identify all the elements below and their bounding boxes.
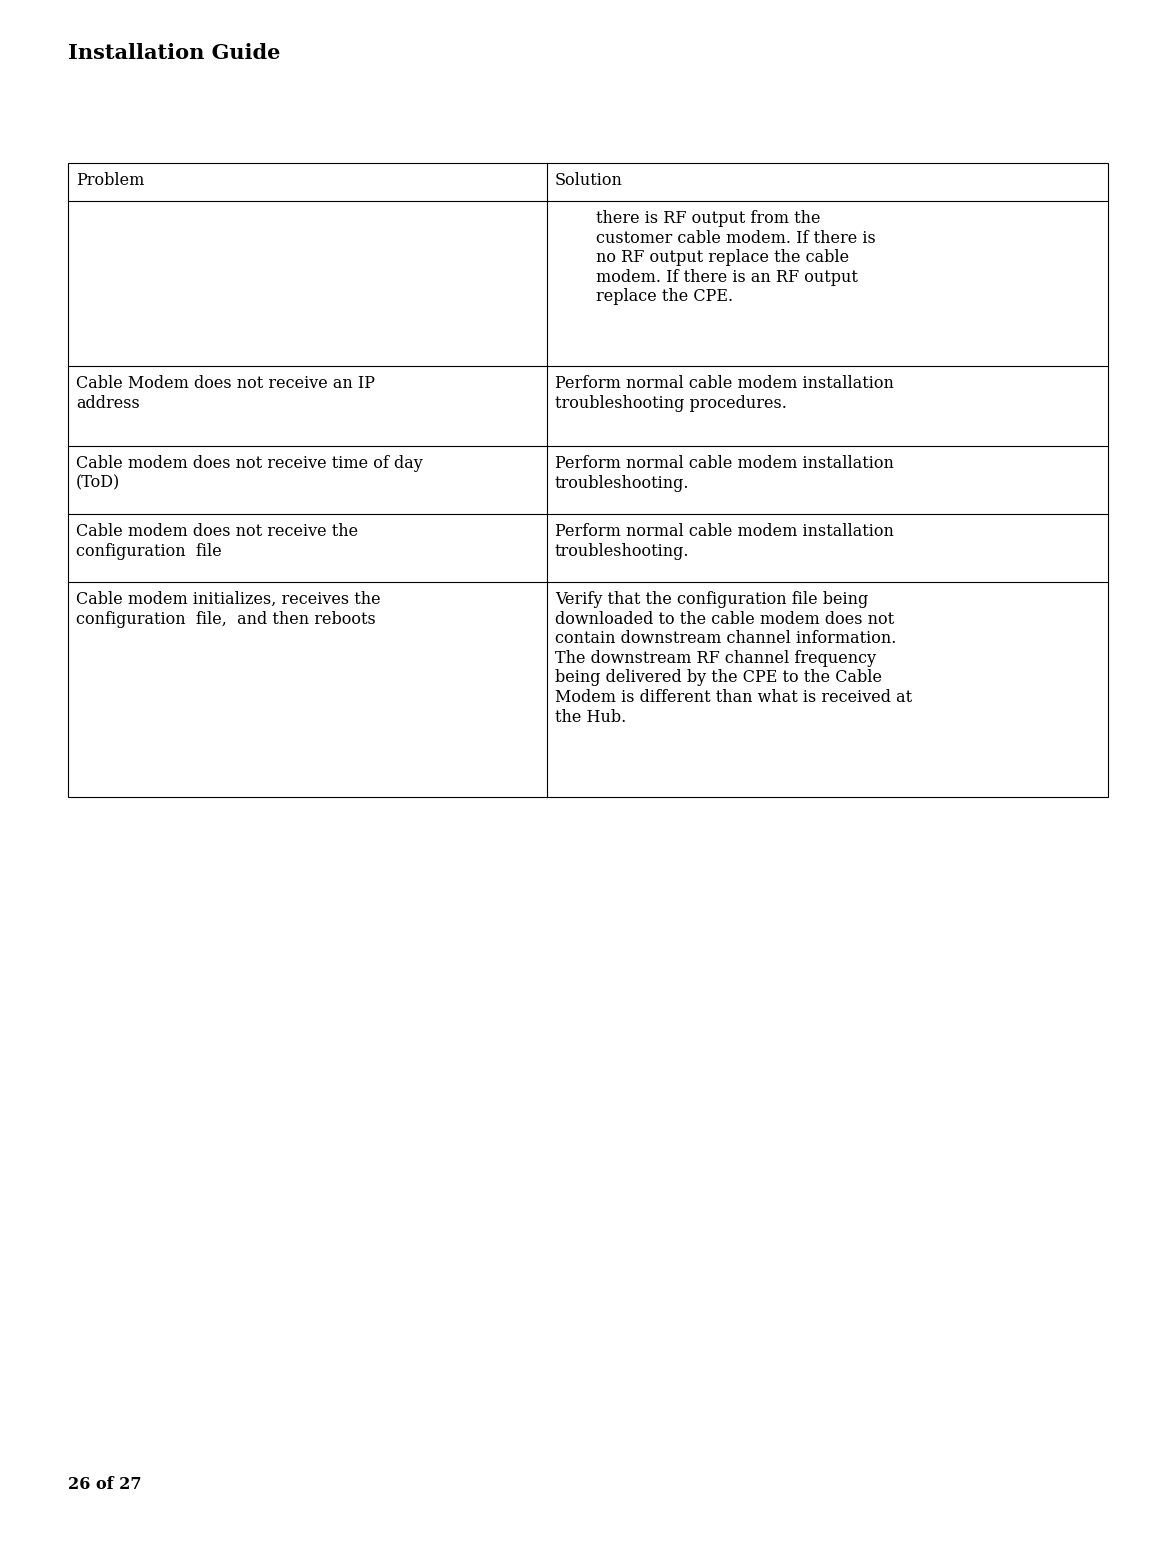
Text: Verify that the configuration file being
downloaded to the cable modem does not
: Verify that the configuration file being… xyxy=(555,591,913,726)
Text: Perform normal cable modem installation
troubleshooting.: Perform normal cable modem installation … xyxy=(555,523,894,559)
Text: Cable Modem does not receive an IP
address: Cable Modem does not receive an IP addre… xyxy=(76,375,375,412)
Bar xyxy=(68,163,1108,797)
Text: Solution: Solution xyxy=(555,172,623,189)
Text: Cable modem does not receive time of day
(ToD): Cable modem does not receive time of day… xyxy=(76,455,422,492)
Text: Problem: Problem xyxy=(76,172,144,189)
Text: Cable modem initializes, receives the
configuration  file,  and then reboots: Cable modem initializes, receives the co… xyxy=(76,591,380,627)
Text: Perform normal cable modem installation
troubleshooting.: Perform normal cable modem installation … xyxy=(555,455,894,492)
Text: Cable modem does not receive the
configuration  file: Cable modem does not receive the configu… xyxy=(76,523,358,559)
Text: there is RF output from the
        customer cable modem. If there is
        no: there is RF output from the customer cab… xyxy=(555,211,876,305)
Text: 26 of 27: 26 of 27 xyxy=(68,1475,142,1492)
Text: Installation Guide: Installation Guide xyxy=(68,43,280,63)
Text: Perform normal cable modem installation
troubleshooting procedures.: Perform normal cable modem installation … xyxy=(555,375,894,412)
